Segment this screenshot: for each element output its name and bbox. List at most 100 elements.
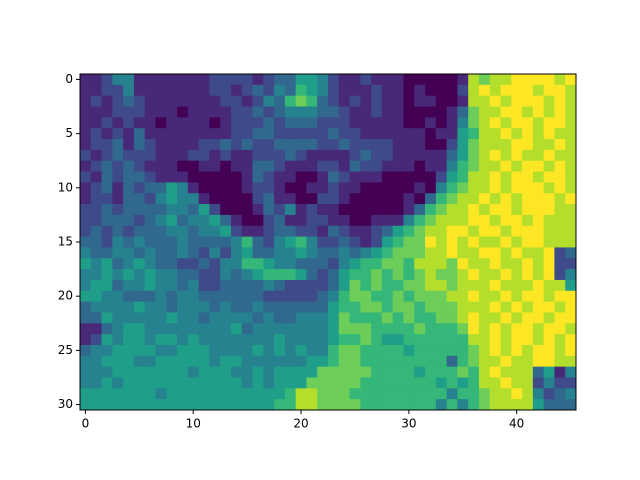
cell — [90, 225, 102, 237]
cell — [349, 117, 361, 129]
cell — [295, 139, 307, 151]
cell — [306, 128, 318, 140]
cell — [295, 225, 307, 237]
cell — [133, 193, 146, 205]
cell — [392, 258, 404, 270]
cell — [403, 84, 415, 97]
cell — [500, 193, 512, 205]
cell — [532, 355, 545, 368]
cell — [435, 323, 448, 335]
cell — [306, 323, 318, 335]
cell — [295, 193, 307, 205]
cell — [123, 106, 135, 118]
cell — [101, 399, 113, 411]
cell — [177, 117, 189, 129]
cell — [543, 269, 555, 281]
cell — [80, 399, 92, 411]
cell — [565, 258, 577, 270]
cell — [446, 128, 458, 140]
cell — [317, 236, 329, 248]
cell — [187, 312, 200, 324]
cell — [123, 149, 135, 162]
cell — [112, 204, 124, 216]
cell — [306, 160, 318, 172]
cell — [468, 301, 480, 313]
cell — [338, 388, 350, 400]
cell — [489, 377, 501, 389]
cell — [220, 128, 232, 140]
cell — [414, 344, 426, 357]
cell — [349, 377, 361, 389]
cell — [166, 366, 178, 378]
cell — [274, 377, 286, 389]
cell — [381, 171, 394, 183]
cell — [554, 84, 566, 97]
cell — [511, 366, 523, 378]
cell — [328, 399, 340, 411]
cell — [554, 334, 566, 346]
cell — [446, 269, 458, 281]
cell — [468, 84, 480, 97]
cell — [328, 279, 340, 292]
cell — [101, 355, 113, 368]
cell — [252, 388, 264, 400]
cell — [241, 301, 253, 313]
cell — [317, 377, 329, 389]
cell — [112, 399, 124, 411]
cell — [338, 225, 350, 237]
cell — [284, 323, 297, 335]
cell — [500, 279, 512, 292]
cell — [489, 225, 501, 237]
cell — [425, 171, 437, 183]
cell — [489, 74, 501, 86]
cell — [317, 258, 329, 270]
cell — [403, 171, 415, 183]
cell — [155, 128, 167, 140]
cell — [101, 301, 113, 313]
cell — [306, 117, 318, 129]
cell — [543, 106, 555, 118]
cell — [457, 182, 469, 194]
cell — [371, 139, 383, 151]
cell — [220, 74, 232, 86]
cell — [220, 399, 232, 411]
cell — [112, 355, 124, 368]
cell — [241, 247, 253, 259]
cell — [381, 377, 394, 389]
cell — [112, 269, 124, 281]
cell — [284, 290, 297, 303]
cell — [371, 106, 383, 118]
cell — [414, 171, 426, 183]
cell — [392, 366, 404, 378]
cell — [133, 225, 146, 237]
cell — [425, 117, 437, 129]
cell — [403, 182, 415, 194]
cell — [328, 388, 340, 400]
cell — [123, 366, 135, 378]
cell — [166, 160, 178, 172]
cell — [500, 84, 512, 97]
cell — [252, 269, 264, 281]
cell — [263, 334, 275, 346]
cell — [295, 106, 307, 118]
cell — [468, 269, 480, 281]
cell — [187, 84, 200, 97]
cell — [328, 236, 340, 248]
cell — [446, 171, 458, 183]
cell — [414, 149, 426, 162]
cell — [532, 366, 545, 378]
cell — [263, 236, 275, 248]
cell — [230, 279, 243, 292]
cell — [468, 225, 480, 237]
cell — [360, 95, 372, 107]
cell — [522, 95, 534, 107]
cell — [166, 269, 178, 281]
cell — [468, 236, 480, 248]
cell — [554, 312, 566, 324]
cell — [123, 214, 135, 227]
cell — [284, 95, 297, 107]
cell — [198, 204, 210, 216]
cell — [532, 279, 545, 292]
cell — [381, 204, 394, 216]
cell — [371, 182, 383, 194]
